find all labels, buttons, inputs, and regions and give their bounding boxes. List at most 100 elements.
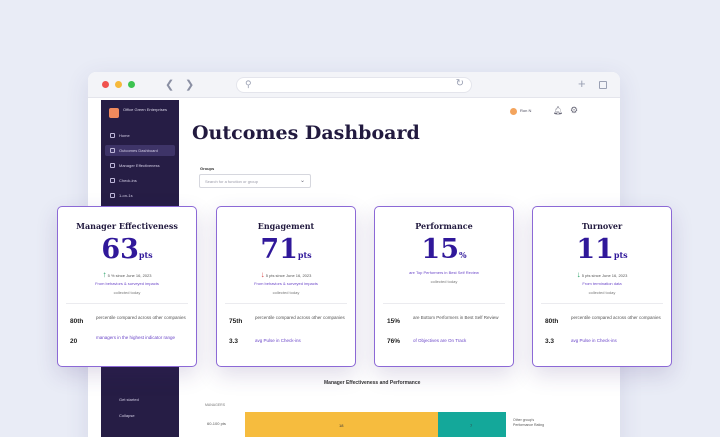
- close-dot[interactable]: [102, 81, 109, 88]
- card-title: Turnover: [581, 221, 623, 231]
- new-tab-icon[interactable]: +: [578, 76, 586, 91]
- user-name[interactable]: Ron N: [520, 108, 532, 113]
- stat-text: percentile compared across other compani…: [96, 315, 186, 320]
- stat-number: 20: [70, 338, 78, 345]
- card-divider: [541, 303, 663, 304]
- card-source-link[interactable]: are Top Performers in Best Self Review: [409, 270, 479, 275]
- back-arrow-icon[interactable]: ❮: [165, 79, 175, 91]
- metric-card-performance[interactable]: Performance 15% are Top Performers in Be…: [374, 206, 514, 367]
- card-change-text: 5 pts since June 16, 2023: [265, 273, 312, 278]
- card-title: Performance: [415, 221, 473, 231]
- card-value-number: 11: [576, 234, 614, 265]
- card-sub-text: collected today: [588, 290, 616, 295]
- collapse-button[interactable]: Collapse: [119, 413, 135, 418]
- arrow-down-icon: ↓: [576, 270, 581, 279]
- card-value: 15%: [375, 234, 513, 271]
- metric-card-turnover[interactable]: Turnover 11pts ↓ 5 pts since June 16, 20…: [532, 206, 672, 367]
- card-value: 63pts: [58, 234, 196, 271]
- people-icon: [110, 193, 115, 198]
- chart-bar-yellow[interactable]: 18: [245, 412, 438, 437]
- card-source-link[interactable]: From behaviors & surveyed impacts: [254, 281, 318, 286]
- arrow-down-icon: ↓: [260, 270, 265, 279]
- card-value: 11pts: [533, 234, 671, 271]
- card-divider: [383, 303, 505, 304]
- card-title: Manager Effectiveness: [76, 221, 178, 231]
- check-icon: [110, 178, 115, 183]
- reload-icon[interactable]: ↻: [455, 78, 464, 89]
- card-change: ↓ 5 pts since June 16, 2023: [217, 270, 355, 279]
- sidebar-item-label: 1-on-1s: [119, 193, 133, 198]
- gear-icon[interactable]: ⚙: [570, 105, 579, 115]
- stat-text: are Bottom Performers in Best Self Revie…: [413, 315, 499, 320]
- metric-card-engagement[interactable]: Engagement 71pts ↓ 5 pts since June 16, …: [216, 206, 356, 367]
- metric-card-manager-effectiveness[interactable]: Manager Effectiveness 63pts ↑ 5 % since …: [57, 206, 197, 367]
- forward-arrow-icon[interactable]: ❯: [185, 79, 195, 91]
- sidebar-item-label: Check-ins: [119, 178, 137, 183]
- chart-bar-teal[interactable]: 7: [438, 412, 506, 437]
- sidebar-item-label: Outcomes Dashboard: [119, 148, 158, 153]
- chart-title: Manager Effectiveness and Performance: [324, 380, 421, 386]
- stat-text: percentile compared across other compani…: [255, 315, 345, 320]
- get-started-link[interactable]: Get started: [119, 397, 139, 402]
- chart-legend: Other group's Performance Rating: [513, 418, 545, 427]
- sidebar-item-one-on-ones[interactable]: 1-on-1s: [105, 190, 175, 201]
- card-value-unit: pts: [613, 250, 628, 260]
- card-title: Engagement: [257, 221, 315, 231]
- card-change: ↑ 5 % since June 16, 2023: [58, 270, 196, 279]
- card-value-unit: %: [458, 250, 467, 260]
- chart-row-label: 60-100 pts: [207, 421, 226, 426]
- sidebar-item-check-ins[interactable]: Check-ins: [105, 175, 175, 186]
- browser-chrome: ❮ ❯ ⚲ ↻ +: [88, 72, 620, 98]
- search-icon: ⚲: [245, 79, 252, 89]
- card-sub-text: collected today: [113, 290, 141, 295]
- org-name: Office Green Enterprises: [123, 107, 167, 112]
- avatar[interactable]: [510, 108, 517, 115]
- card-value-number: 15: [421, 234, 459, 265]
- maximize-dot[interactable]: [128, 81, 135, 88]
- page-title: Outcomes Dashboard: [192, 122, 420, 144]
- bar-value: 7: [470, 423, 473, 428]
- card-change-text: 5 % since June 16, 2023: [107, 273, 152, 278]
- card-value-unit: pts: [138, 250, 153, 260]
- stat-number: 76%: [387, 338, 401, 345]
- stat-link[interactable]: avg Pulse in Check-ins: [255, 338, 301, 343]
- sidebar-item-label: Home: [119, 133, 130, 138]
- card-source-link[interactable]: From behaviors & surveyed impacts: [95, 281, 159, 286]
- sidebar-item-label: Manager Effectiveness: [119, 163, 160, 168]
- card-value-number: 71: [260, 234, 298, 265]
- stat-number: 75th: [229, 318, 243, 325]
- arrow-up-icon: ↑: [102, 270, 107, 279]
- sidebar-item-outcomes-dashboard[interactable]: Outcomes Dashboard: [105, 145, 175, 156]
- address-bar[interactable]: ⚲ ↻: [236, 77, 472, 93]
- groups-placeholder: Search for a function or group: [205, 179, 258, 184]
- groups-label: Groups: [200, 166, 215, 171]
- stat-link[interactable]: of Objectives are On Track: [413, 338, 467, 343]
- sidebar-item-manager-effectiveness[interactable]: Manager Effectiveness: [105, 160, 175, 171]
- sidebar-item-home[interactable]: Home: [105, 130, 175, 141]
- org-logo: [109, 108, 119, 118]
- card-value-unit: pts: [297, 250, 312, 260]
- minimize-dot[interactable]: [115, 81, 122, 88]
- chart-icon: [110, 163, 115, 168]
- stat-link[interactable]: managers in the highest indicator range: [96, 335, 176, 340]
- bell-icon[interactable]: 🔔︎: [553, 106, 564, 115]
- card-value: 71pts: [217, 234, 355, 271]
- card-sub-text: collected today: [272, 290, 300, 295]
- card-divider: [66, 303, 188, 304]
- stat-link[interactable]: avg Pulse in Check-ins: [571, 338, 617, 343]
- dashboard-icon: [110, 148, 115, 153]
- bar-value: 18: [339, 423, 344, 428]
- stat-number: 80th: [545, 318, 559, 325]
- card-value-number: 63: [101, 234, 139, 265]
- card-change: ↓ 5 pts since June 16, 2023: [533, 270, 671, 279]
- card-source-link[interactable]: From termination data: [582, 281, 622, 286]
- stat-number: 3.3: [229, 338, 239, 345]
- chart-axis-label: MANAGERS: [205, 403, 226, 407]
- card-divider: [225, 303, 347, 304]
- home-icon: [110, 133, 115, 138]
- card-change-text: 5 pts since June 16, 2023: [581, 273, 628, 278]
- stat-text: percentile compared across other compani…: [571, 315, 661, 320]
- groups-select[interactable]: Search for a function or group ⌄: [199, 174, 311, 188]
- stat-number: 3.3: [545, 338, 555, 345]
- tabs-overview-icon[interactable]: [599, 81, 607, 89]
